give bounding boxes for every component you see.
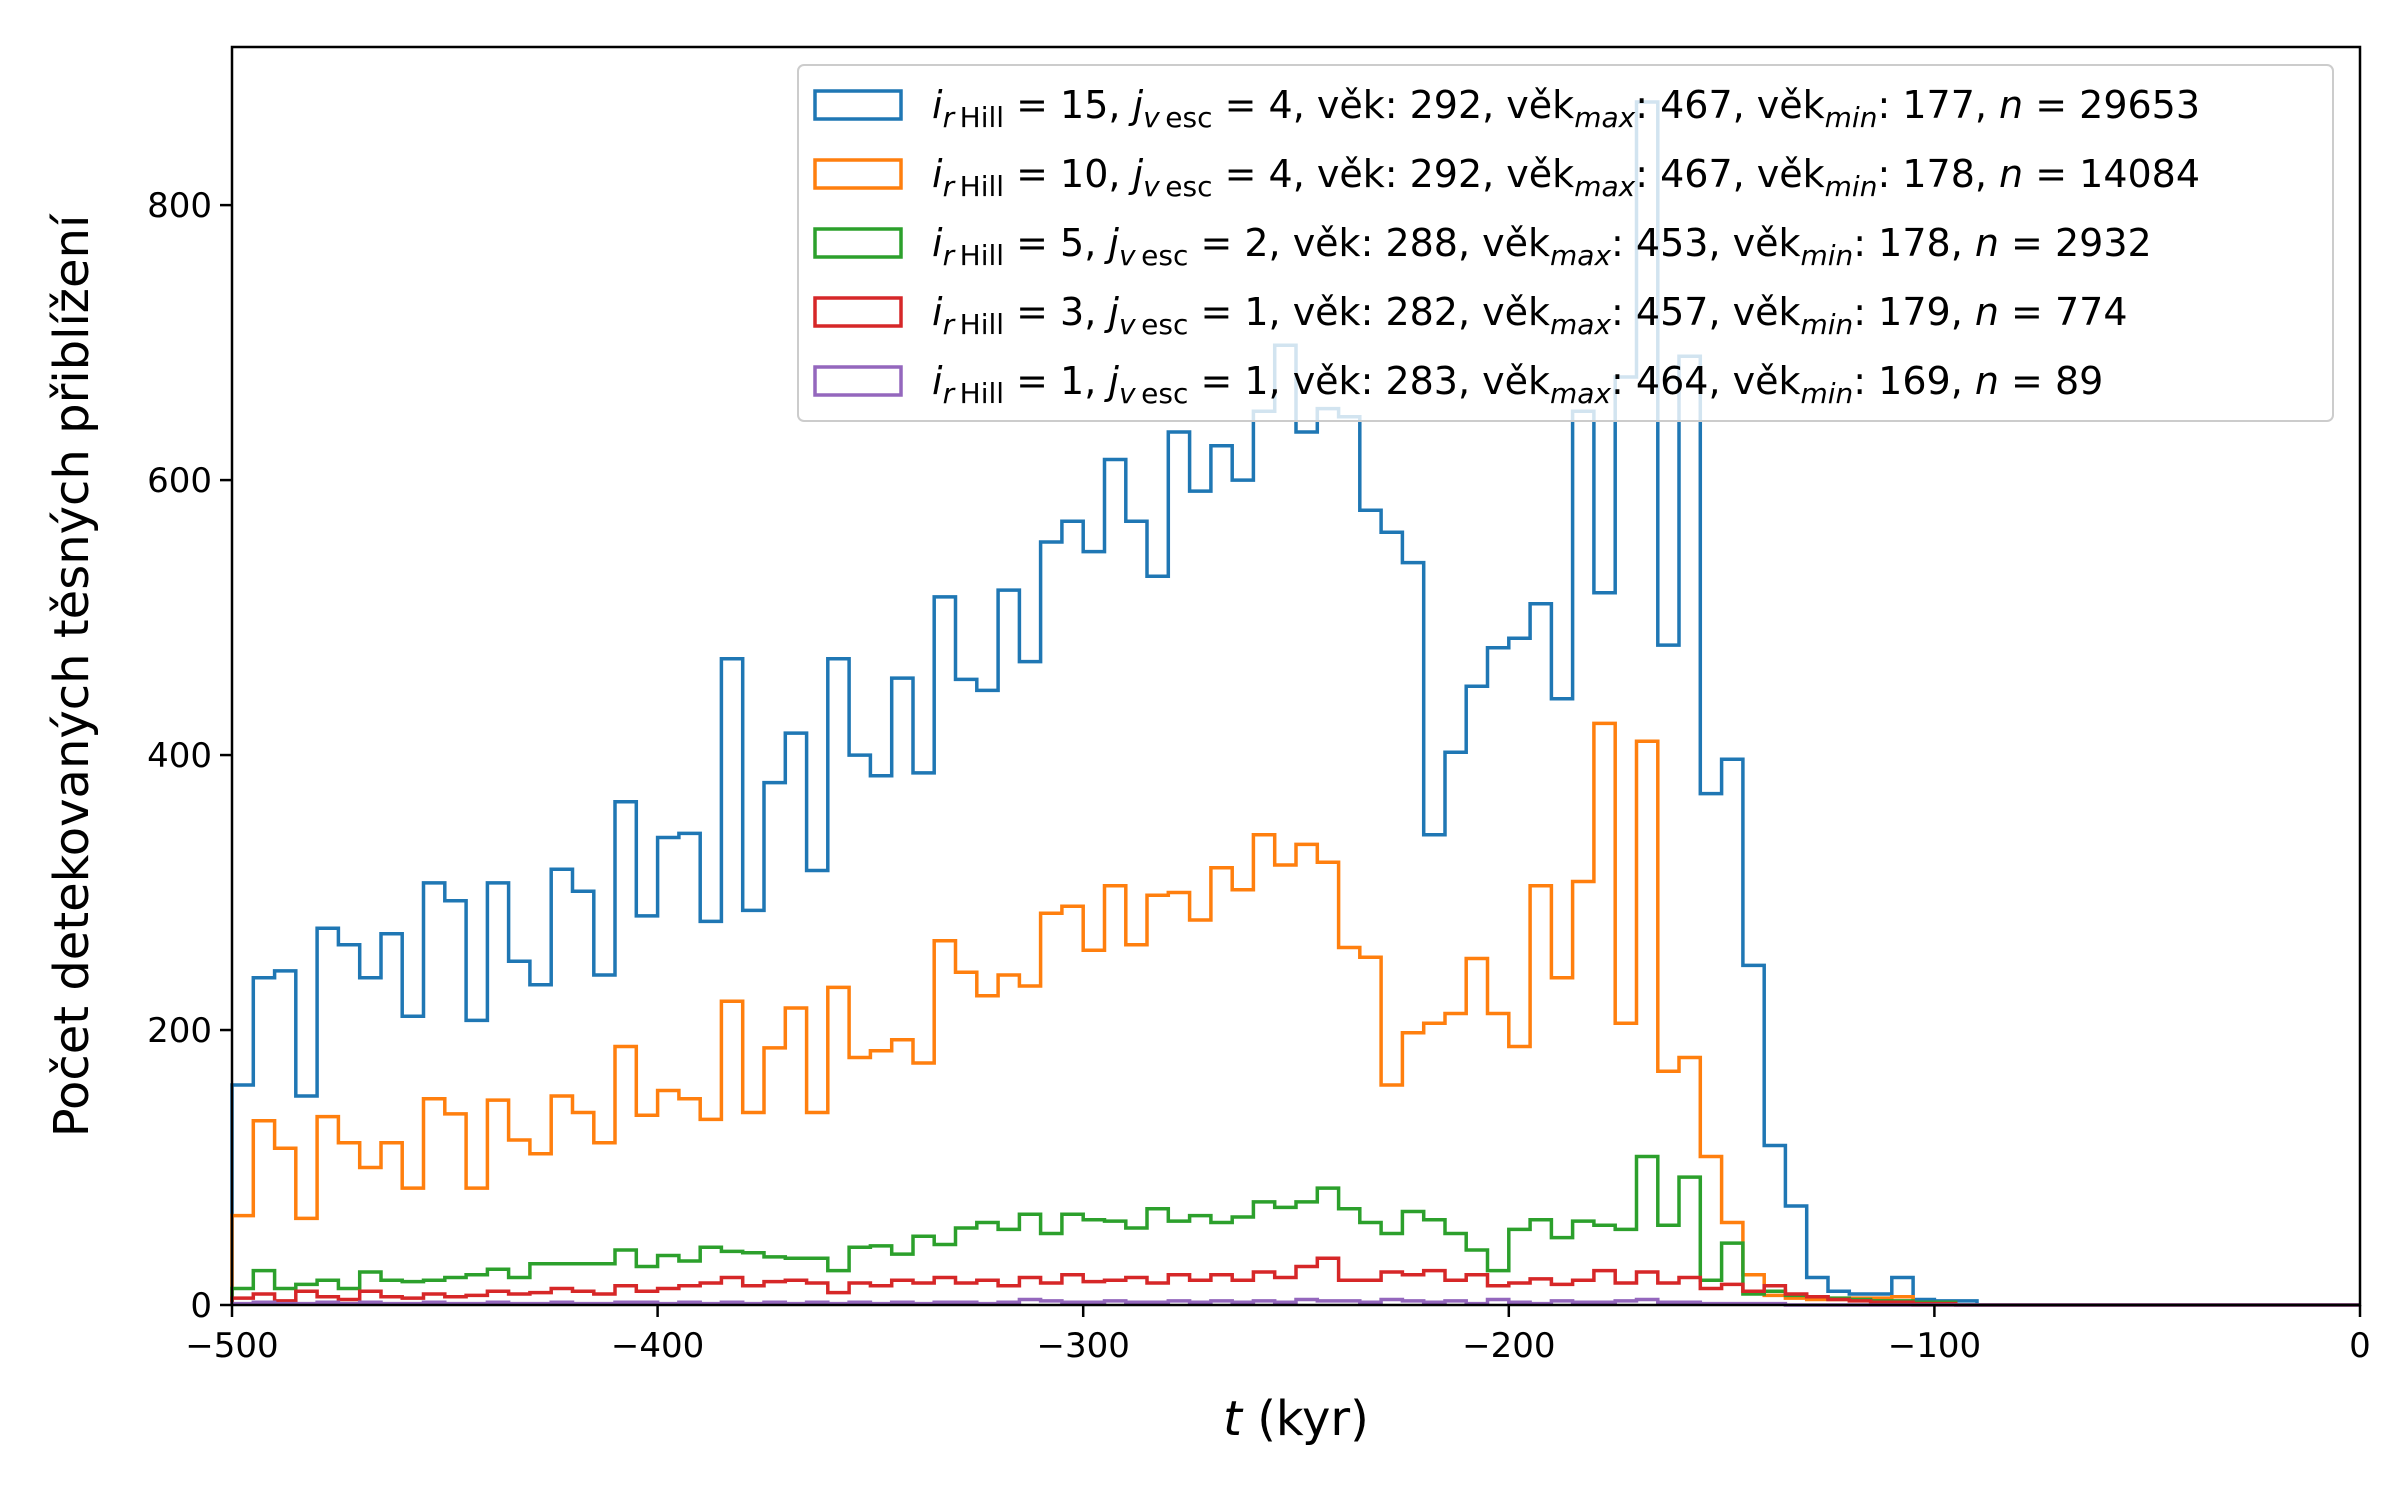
x-tick-label: −200: [1462, 1326, 1555, 1366]
series-layer: [230, 100, 2360, 1307]
series-3-step-line: [230, 1256, 2360, 1307]
y-tick-label: 800: [147, 186, 212, 226]
y-axis-ticks: 0 200 400 600 800: [147, 186, 232, 1326]
legend: ir Hill = 15, jv esc = 4, věk: 292, věkm…: [797, 64, 2334, 422]
legend-box: [797, 64, 2334, 422]
legend-label: ir Hill = 5, jv esc = 2, věk: 288, věkma…: [932, 221, 2152, 272]
x-axis-ticks: −500 −400 −300 −200 −100 0: [185, 1305, 2371, 1366]
legend-swatch: [813, 365, 903, 397]
legend-label: ir Hill = 1, jv esc = 1, věk: 283, věkma…: [932, 359, 2103, 410]
series-1-step-line: [230, 721, 2360, 1307]
x-tick-label: 0: [2349, 1326, 2371, 1366]
x-axis-label: t (kyr): [1223, 1391, 1369, 1447]
x-tick-label: −100: [1888, 1326, 1981, 1366]
legend-swatch: [813, 227, 903, 259]
legend-swatch: [813, 158, 903, 190]
x-tick-label: −300: [1037, 1326, 1130, 1366]
legend-swatch: [813, 89, 903, 121]
y-tick-label: 0: [190, 1286, 212, 1326]
legend-label: ir Hill = 3, jv esc = 1, věk: 282, věkma…: [932, 290, 2128, 341]
x-tick-label: −400: [611, 1326, 704, 1366]
y-axis-label: Počet detekovaných těsných přiblížení: [44, 213, 100, 1137]
y-tick-label: 400: [147, 736, 212, 776]
legend-label: ir Hill = 10, jv esc = 4, věk: 292, věkm…: [932, 152, 2200, 203]
legend-swatch: [813, 296, 903, 328]
legend-items: ir Hill = 15, jv esc = 4, věk: 292, věkm…: [813, 83, 2200, 410]
y-tick-label: 600: [147, 461, 212, 501]
series-2-step-line: [230, 1154, 2360, 1307]
legend-label: ir Hill = 15, jv esc = 4, věk: 292, věkm…: [932, 83, 2200, 134]
series-4-step-line: [230, 1297, 2360, 1307]
x-tick-label: −500: [185, 1326, 278, 1366]
plot-frame: [230, 45, 2362, 1307]
series-0-step-line: [230, 100, 2360, 1307]
y-tick-label: 200: [147, 1011, 212, 1051]
